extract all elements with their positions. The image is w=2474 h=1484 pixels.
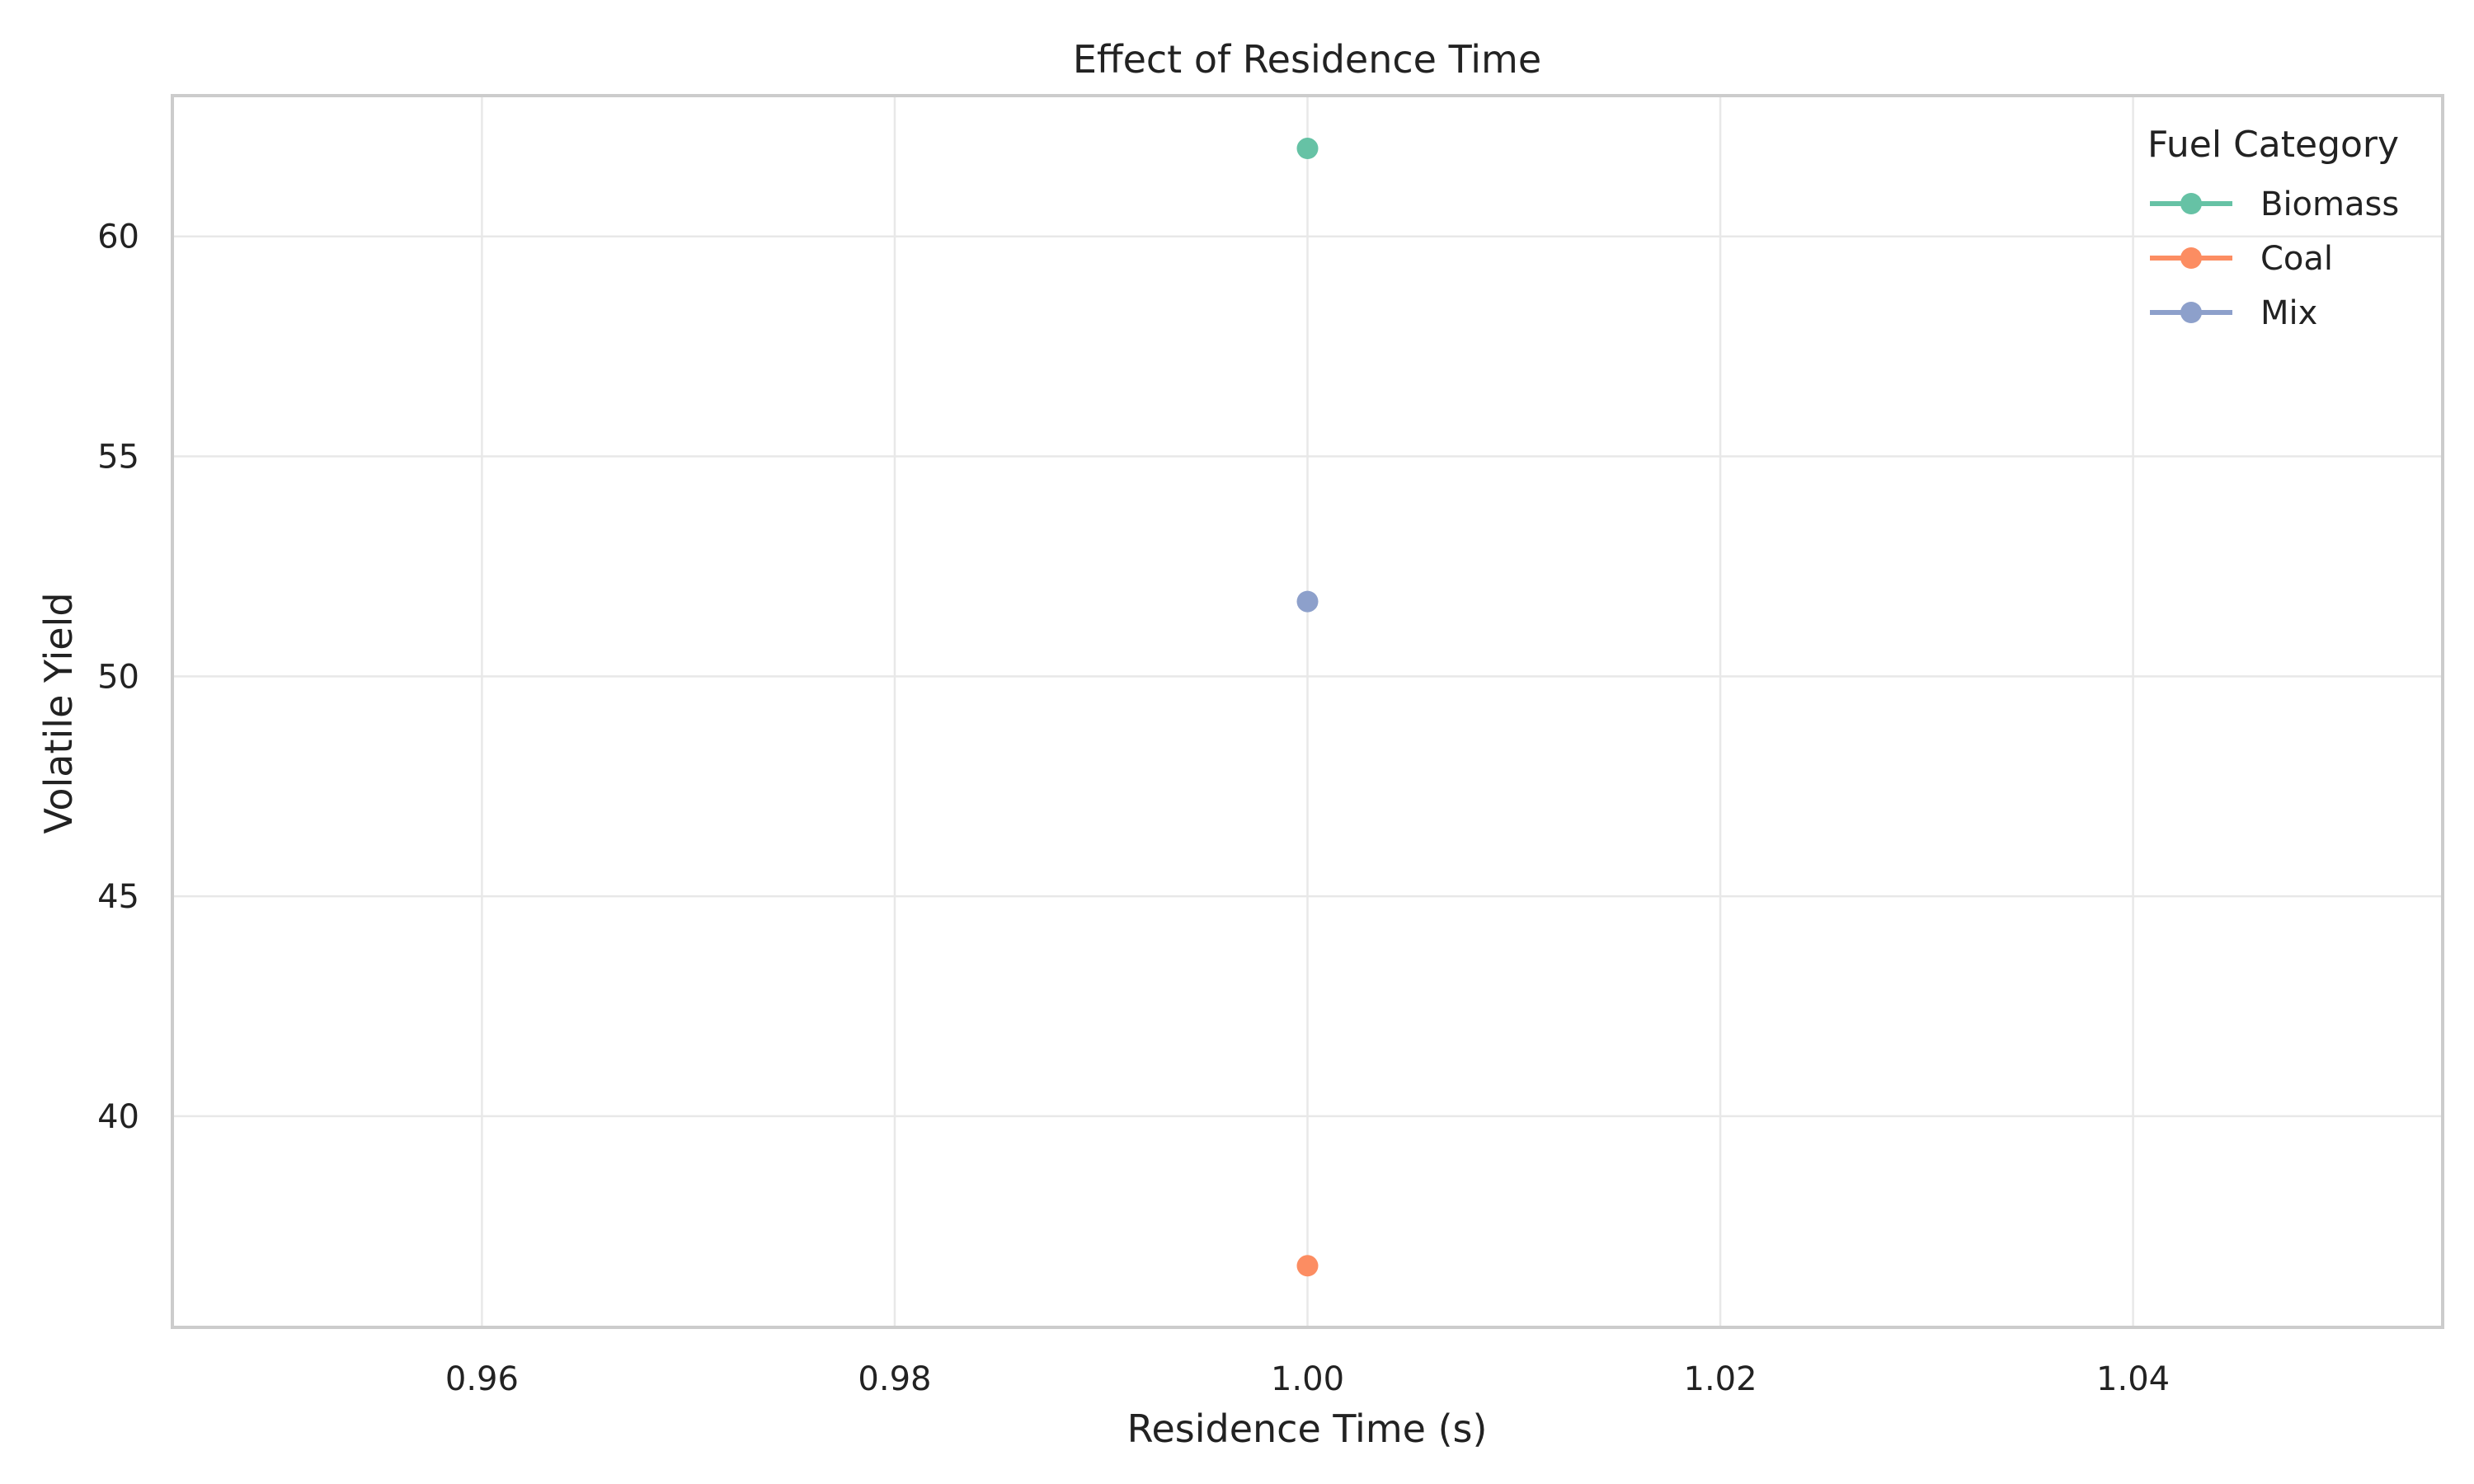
x-tick-label: 1.00	[1271, 1360, 1344, 1398]
x-tick-labels: 0.96 0.98 1.00 1.02 1.04	[445, 1360, 2170, 1398]
legend-marker-biomass	[2180, 193, 2202, 214]
x-tick-label: 1.04	[2096, 1360, 2170, 1398]
y-tick-label: 50	[97, 658, 139, 696]
legend-label-mix: Mix	[2260, 294, 2317, 332]
legend-item-mix: Mix	[2150, 294, 2317, 332]
legend-label-coal: Coal	[2260, 240, 2333, 278]
chart-title: Effect of Residence Time	[1073, 37, 1541, 82]
y-axis-label: Volatile Yield	[36, 592, 81, 834]
x-tick-label: 0.98	[858, 1360, 931, 1398]
y-tick-label: 45	[97, 878, 139, 916]
grid-layer	[172, 96, 2443, 1327]
y-tick-label: 40	[97, 1098, 139, 1136]
data-point-coal	[1296, 1255, 1319, 1277]
legend-title: Fuel Category	[2147, 124, 2399, 166]
y-tick-labels: 40 45 50 55 60	[97, 218, 139, 1136]
y-tick-label: 60	[97, 218, 139, 256]
legend-item-coal: Coal	[2150, 240, 2333, 278]
y-tick-label: 55	[97, 439, 139, 477]
x-tick-label: 1.02	[1684, 1360, 1757, 1398]
legend: Fuel Category Biomass Coal Mix	[2147, 124, 2399, 332]
legend-marker-mix	[2180, 302, 2202, 323]
data-points	[1296, 138, 1319, 1277]
data-point-biomass	[1296, 138, 1319, 160]
legend-label-biomass: Biomass	[2260, 186, 2399, 223]
x-axis-label: Residence Time (s)	[1127, 1407, 1488, 1451]
legend-marker-coal	[2180, 247, 2202, 269]
legend-items: Biomass Coal Mix	[2150, 186, 2399, 332]
data-point-mix	[1296, 590, 1319, 613]
plot-frame	[171, 94, 2444, 1329]
legend-item-biomass: Biomass	[2150, 186, 2399, 223]
x-tick-label: 0.96	[445, 1360, 519, 1398]
